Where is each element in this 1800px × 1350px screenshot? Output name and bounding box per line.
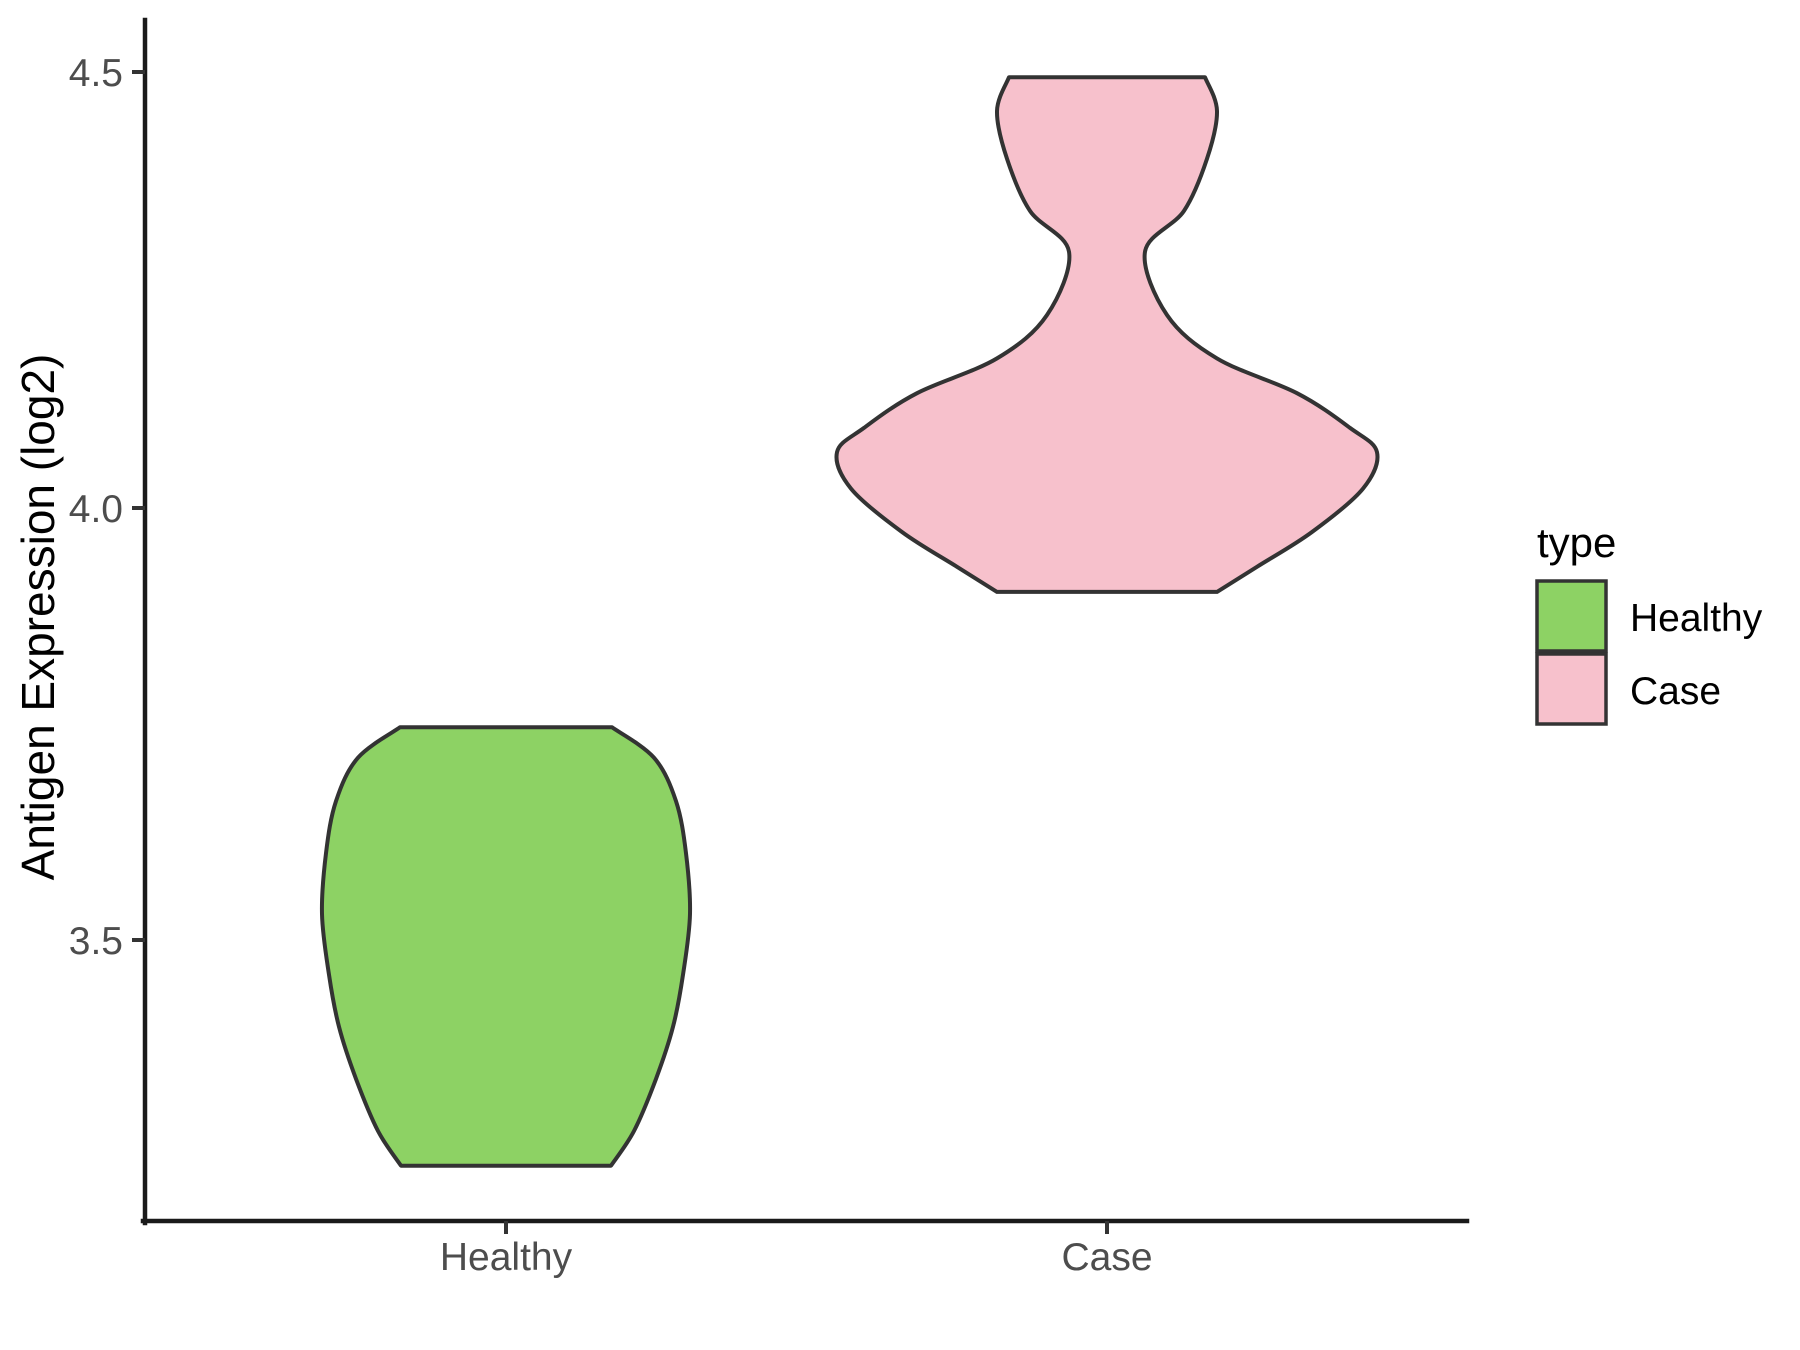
legend-title: type bbox=[1537, 519, 1616, 566]
legend-label-case: Case bbox=[1630, 670, 1721, 713]
violin-case bbox=[834, 75, 1380, 594]
x-tick-label-healthy: Healthy bbox=[440, 1236, 573, 1279]
y-tick-label-4-0: 4.0 bbox=[69, 488, 123, 531]
y-axis-title: Antigen Expression (log2) bbox=[12, 354, 64, 881]
legend-swatch-case bbox=[1535, 652, 1608, 726]
legend-label-healthy: Healthy bbox=[1630, 597, 1763, 640]
violin-healthy bbox=[319, 725, 693, 1168]
y-tick-label-4-5: 4.5 bbox=[69, 52, 123, 95]
y-tick-marks bbox=[132, 70, 145, 942]
legend: type Healthy Case bbox=[1535, 519, 1763, 726]
violin-layer bbox=[319, 75, 1380, 1168]
legend-swatch-healthy bbox=[1535, 579, 1608, 653]
x-tick-label-case: Case bbox=[1061, 1236, 1152, 1279]
x-tick-marks bbox=[504, 1221, 1109, 1234]
y-tick-label-3-5: 3.5 bbox=[69, 920, 123, 963]
